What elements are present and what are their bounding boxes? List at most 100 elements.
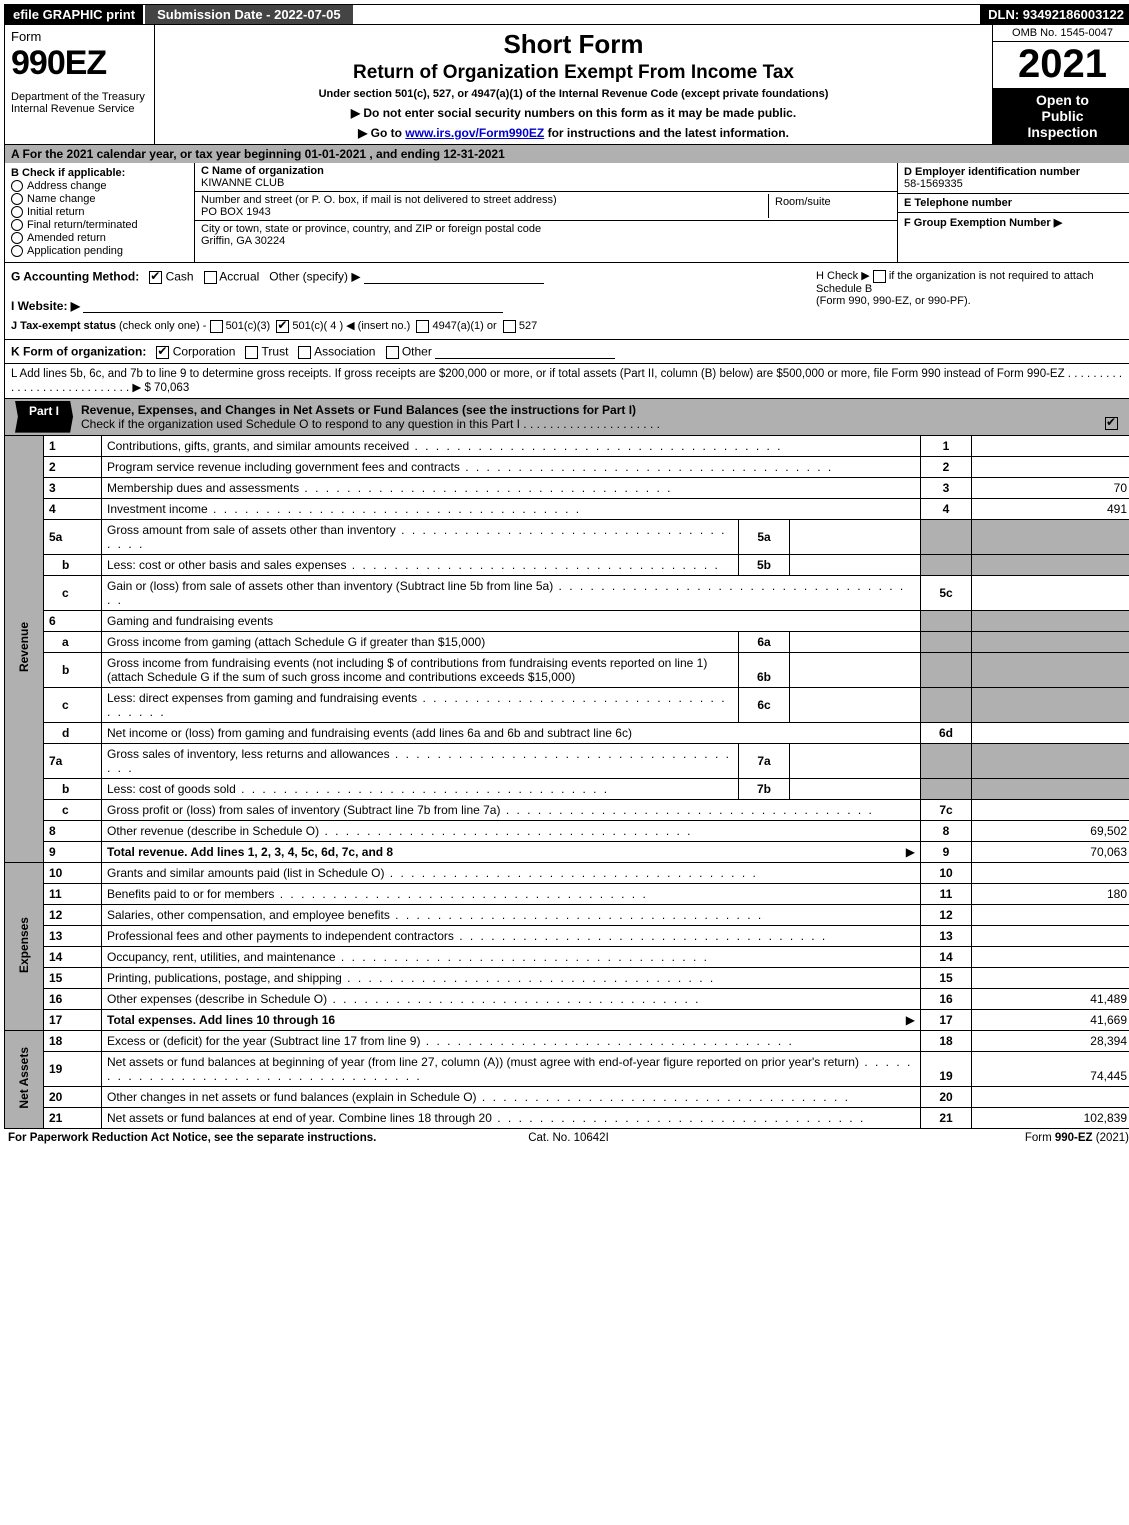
l15-desc: Printing, publications, postage, and shi…	[102, 967, 921, 988]
l16-endnum: 16	[921, 988, 972, 1009]
efile-label[interactable]: efile GRAPHIC print	[5, 5, 143, 24]
part-1-subtitle: Check if the organization used Schedule …	[81, 417, 660, 431]
j-label: J Tax-exempt status	[11, 320, 116, 332]
checkbox-527[interactable]	[503, 320, 516, 333]
street-cell: Number and street (or P. O. box, if mail…	[201, 194, 769, 218]
l7b-endshade2	[972, 778, 1129, 799]
l6a-endshade	[921, 631, 972, 652]
opt-initial-return: Initial return	[27, 206, 84, 218]
l19-num: 19	[44, 1051, 102, 1086]
line-1: Revenue 1 Contributions, gifts, grants, …	[5, 436, 1129, 457]
form-header: Form 990EZ Department of the Treasury In…	[4, 25, 1129, 145]
k-assoc: Association	[314, 344, 375, 358]
checkbox-schedule-o[interactable]	[1105, 417, 1118, 430]
checkbox-pending[interactable]	[11, 245, 23, 257]
checkbox-assoc[interactable]	[298, 346, 311, 359]
l6-endshade	[921, 610, 972, 631]
l6-endshade2	[972, 610, 1129, 631]
line-14: 14 Occupancy, rent, utilities, and maint…	[5, 946, 1129, 967]
opt-name-change: Name change	[27, 193, 96, 205]
box-b-label: B Check if applicable:	[11, 167, 188, 179]
h-text3: (Form 990, 990-EZ, or 990-PF).	[816, 295, 971, 307]
irs-link[interactable]: www.irs.gov/Form990EZ	[405, 126, 544, 140]
j-opt3: 4947(a)(1) or	[432, 320, 496, 332]
checkbox-corp[interactable]	[156, 346, 169, 359]
l19-endval: 74,445	[972, 1051, 1129, 1086]
line-6: 6 Gaming and fundraising events	[5, 610, 1129, 631]
footer-mid: Cat. No. 10642I	[382, 1132, 756, 1144]
l5b-endshade	[921, 554, 972, 575]
l7a-midval	[790, 743, 921, 778]
group-row: F Group Exemption Number ▶	[898, 213, 1129, 262]
l11-desc: Benefits paid to or for members	[102, 883, 921, 904]
k-other: Other	[402, 344, 432, 358]
other-specify-field[interactable]	[364, 269, 544, 284]
k-other-field[interactable]	[435, 344, 615, 359]
l8-endval: 69,502	[972, 820, 1129, 841]
checkbox-501c3[interactable]	[210, 320, 223, 333]
header-middle: Short Form Return of Organization Exempt…	[155, 25, 992, 144]
l5c-endval	[972, 575, 1129, 610]
l7b-desc: Less: cost of goods sold	[102, 778, 739, 799]
checkbox-h[interactable]	[873, 270, 886, 283]
row-g-h: G Accounting Method: Cash Accrual Other …	[4, 263, 1129, 340]
l16-desc: Other expenses (describe in Schedule O)	[102, 988, 921, 1009]
line-16: 16 Other expenses (describe in Schedule …	[5, 988, 1129, 1009]
checkbox-amended[interactable]	[11, 232, 23, 244]
checkbox-other-k[interactable]	[386, 346, 399, 359]
l4-endval: 491	[972, 498, 1129, 519]
l21-desc: Net assets or fund balances at end of ye…	[102, 1107, 921, 1128]
l6a-midnum: 6a	[739, 631, 790, 652]
row-g-left: G Accounting Method: Cash Accrual Other …	[11, 269, 816, 333]
l6-desc: Gaming and fundraising events	[102, 610, 921, 631]
checkbox-501c[interactable]	[276, 320, 289, 333]
l5a-midval	[790, 519, 921, 554]
checkbox-final-return[interactable]	[11, 219, 23, 231]
header-right: OMB No. 1545-0047 2021 Open to Public In…	[992, 25, 1129, 144]
entity-block: B Check if applicable: Address change Na…	[4, 163, 1129, 263]
l2-desc: Program service revenue including govern…	[102, 456, 921, 477]
k-trust: Trust	[262, 344, 289, 358]
checkbox-4947[interactable]	[416, 320, 429, 333]
row-h: H Check ▶ if the organization is not req…	[816, 269, 1126, 333]
l19-desc: Net assets or fund balances at beginning…	[102, 1051, 921, 1086]
l7a-num: 7a	[44, 743, 102, 778]
l2-endnum: 2	[921, 456, 972, 477]
checkbox-cash[interactable]	[149, 271, 162, 284]
agency-2: Internal Revenue Service	[11, 103, 148, 115]
line-5c: c Gain or (loss) from sale of assets oth…	[5, 575, 1129, 610]
l8-desc: Other revenue (describe in Schedule O)	[102, 820, 921, 841]
l19-endnum: 19	[921, 1051, 972, 1086]
line-15: 15 Printing, publications, postage, and …	[5, 967, 1129, 988]
checkbox-address-change[interactable]	[11, 180, 23, 192]
k-corp: Corporation	[173, 344, 236, 358]
l7c-desc: Gross profit or (loss) from sales of inv…	[102, 799, 921, 820]
l3-num: 3	[44, 477, 102, 498]
checkbox-trust[interactable]	[245, 346, 258, 359]
website-field[interactable]	[83, 298, 503, 313]
l18-endnum: 18	[921, 1030, 972, 1051]
checkbox-initial-return[interactable]	[11, 206, 23, 218]
checkbox-accrual[interactable]	[204, 271, 217, 284]
l14-desc: Occupancy, rent, utilities, and maintena…	[102, 946, 921, 967]
l21-num: 21	[44, 1107, 102, 1128]
l5b-midnum: 5b	[739, 554, 790, 575]
l6b-midval	[790, 652, 921, 687]
l6c-midnum: 6c	[739, 687, 790, 722]
l7c-endval	[972, 799, 1129, 820]
part-1-title-text: Revenue, Expenses, and Changes in Net As…	[81, 403, 636, 417]
line-18: Net Assets 18 Excess or (deficit) for th…	[5, 1030, 1129, 1051]
form-subtitle: Under section 501(c), 527, or 4947(a)(1)…	[163, 88, 984, 100]
l20-desc: Other changes in net assets or fund bala…	[102, 1086, 921, 1107]
checkbox-name-change[interactable]	[11, 193, 23, 205]
line-20: 20 Other changes in net assets or fund b…	[5, 1086, 1129, 1107]
l16-num: 16	[44, 988, 102, 1009]
footer-right-form: 990-EZ	[1055, 1132, 1093, 1144]
l11-endnum: 11	[921, 883, 972, 904]
instr2-post: for instructions and the latest informat…	[544, 126, 789, 140]
org-name: KIWANNE CLUB	[201, 177, 284, 189]
l10-endnum: 10	[921, 862, 972, 883]
tel-label: E Telephone number	[904, 197, 1012, 209]
l6a-endshade2	[972, 631, 1129, 652]
street-row: Number and street (or P. O. box, if mail…	[195, 192, 897, 221]
